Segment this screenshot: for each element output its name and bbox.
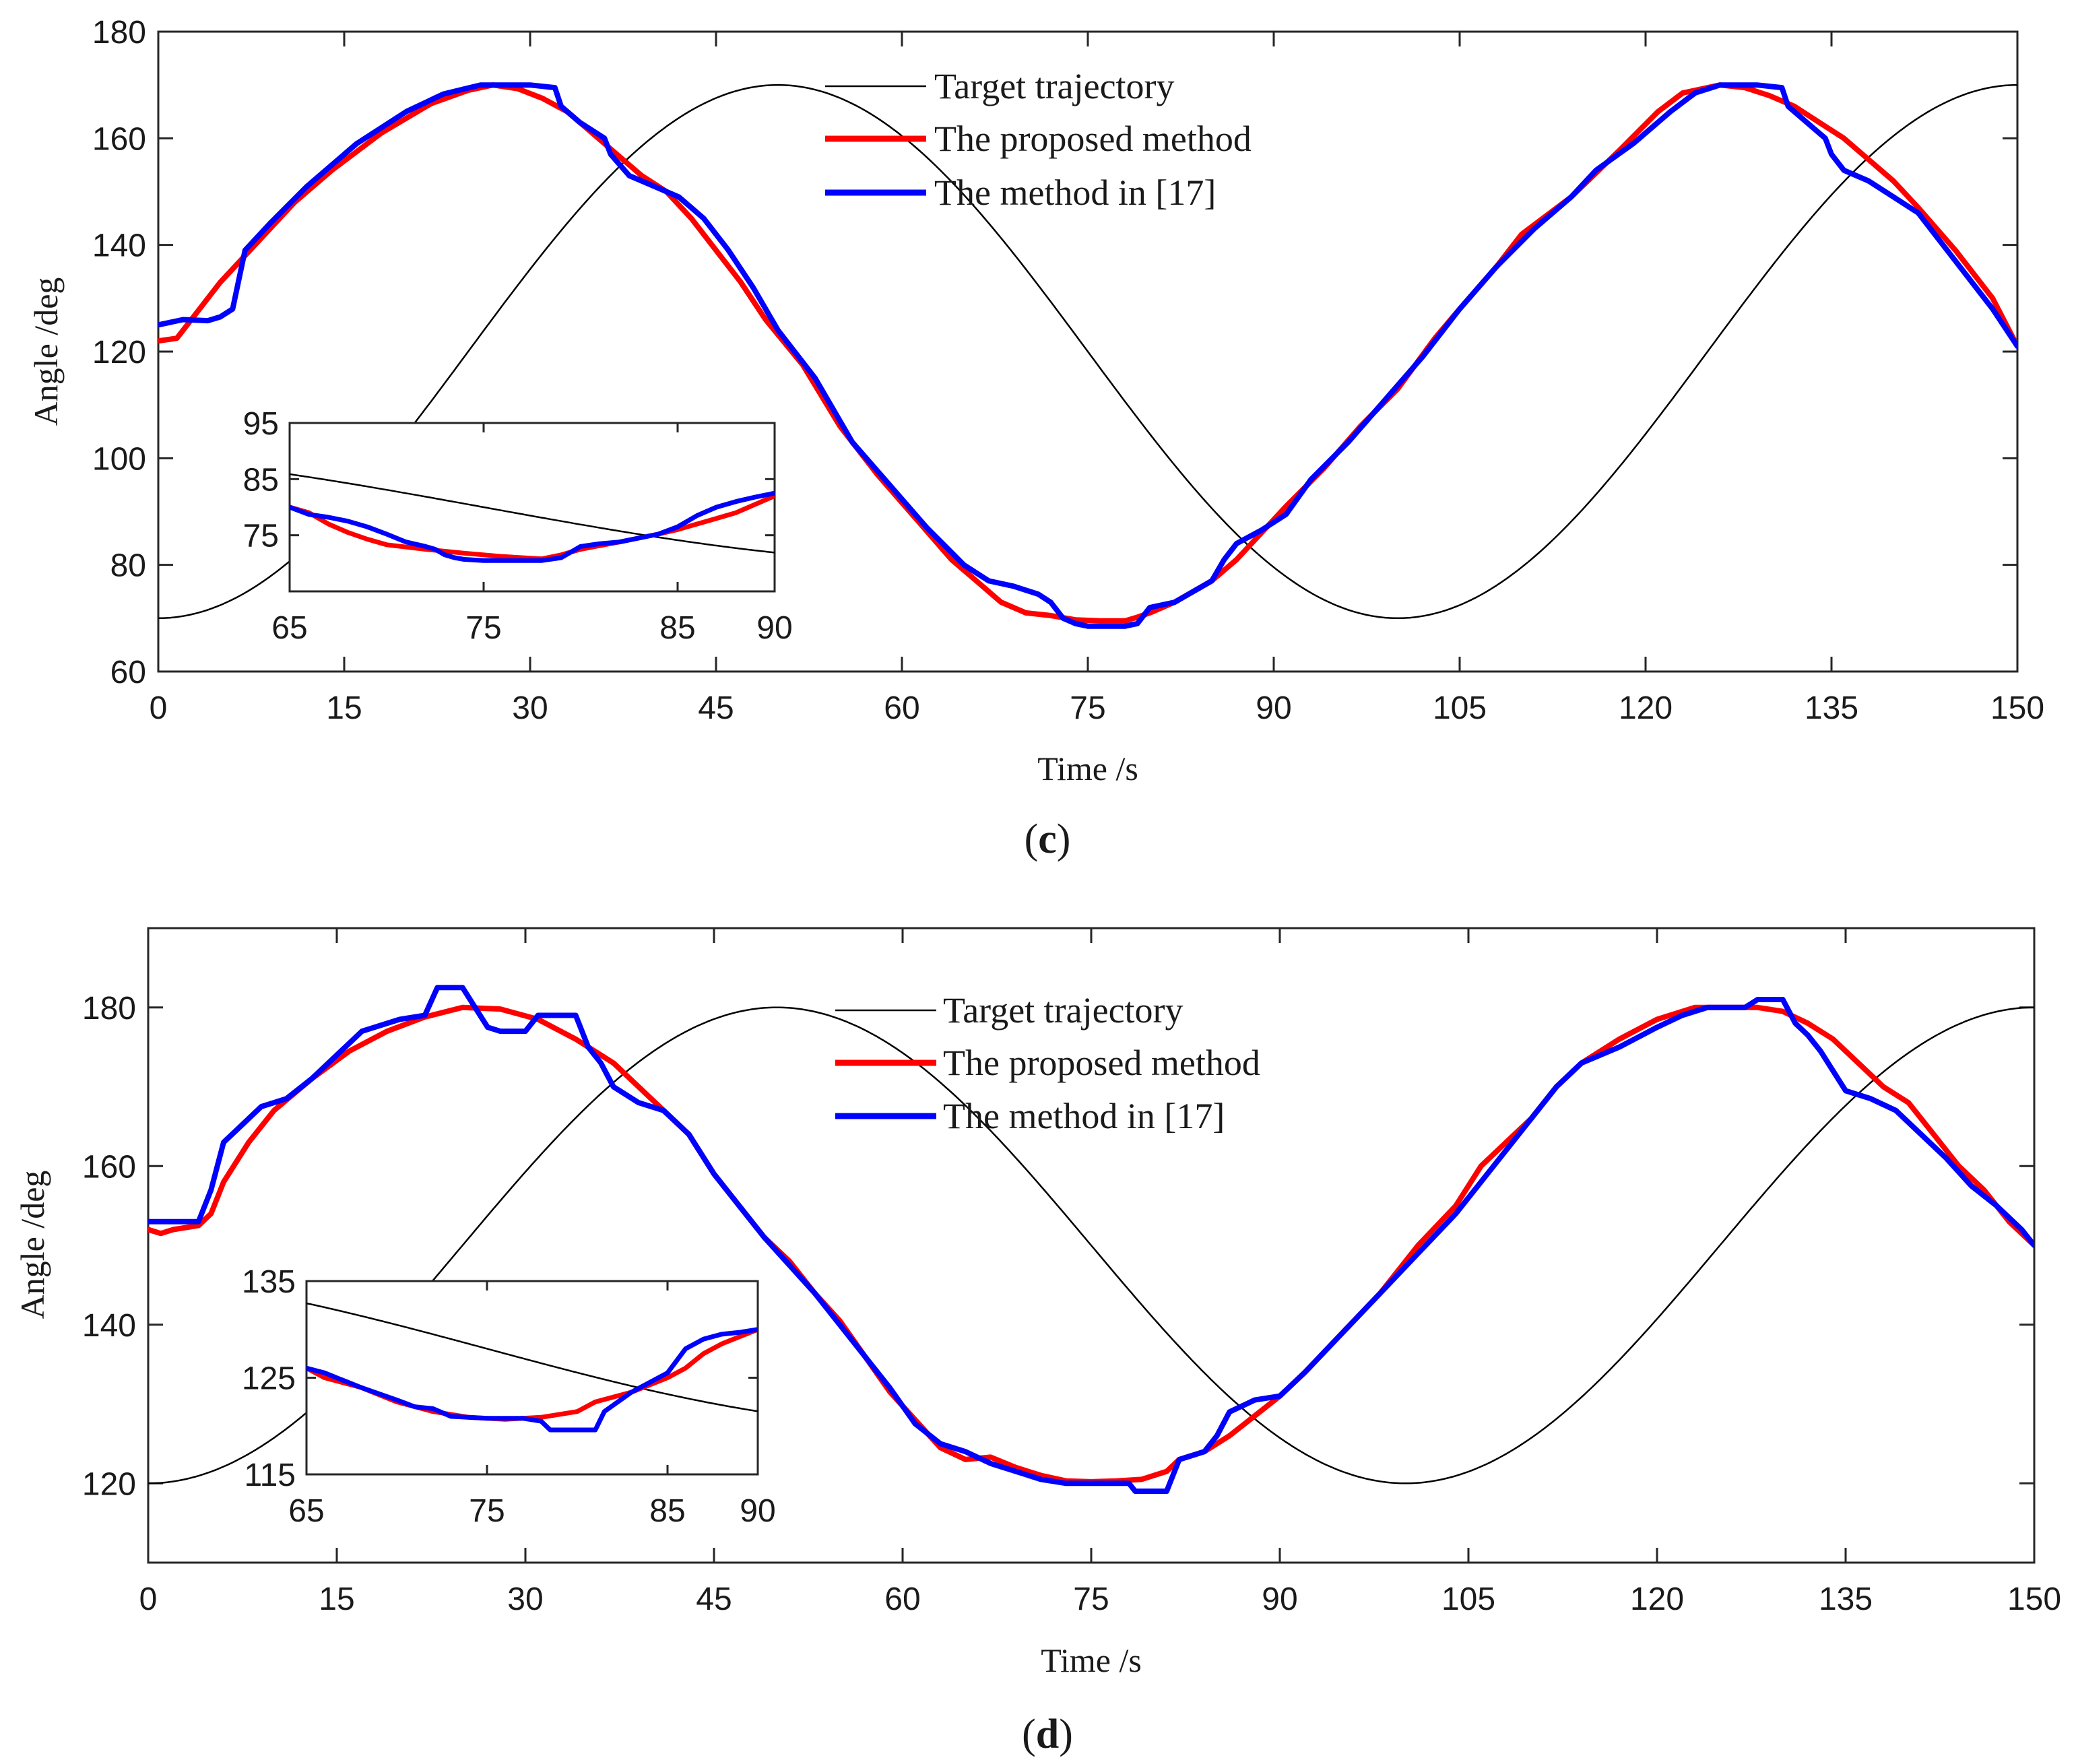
y-tick-label: 160 [82,1149,136,1185]
y-tick-label: 80 [110,548,146,584]
panel-d: 0 15 30 45 60 75 90 105 120 135 150 120 140 160 180 T… [13,927,2061,1757]
series-line-method17 [158,82,2017,629]
x-ticks: 0 15 30 45 60 75 90 105 120 135 150 [139,928,2061,1617]
x-tick-label: 45 [698,690,734,726]
inset-x-tick-label: 85 [649,1493,685,1529]
legend-proposed-label: The proposed method [943,1043,1260,1083]
inset-series-group [306,1302,758,1433]
y-tick-label: 140 [82,1308,136,1344]
inset-x-tick-label: 90 [740,1493,775,1529]
y-axis-label: Angle /deg [13,1171,51,1319]
y-tick-label: 120 [82,1466,136,1502]
inset-series-line-method17 [290,490,775,563]
inset-axes: 65 75 85 90 75 85 95 [243,406,793,646]
x-tick-label: 0 [139,1581,158,1617]
x-tick-label: 0 [150,690,168,726]
x-tick-label: 75 [1070,690,1105,726]
legend-target-label: Target trajectory [934,66,1175,106]
legend: Target trajectory The proposed method Th… [825,66,1252,213]
inset-axes: 65 75 85 90 115 125 135 [242,1264,776,1529]
x-tick-label: 30 [507,1581,543,1617]
x-tick-label: 120 [1619,690,1673,726]
x-tick-label: 15 [319,1581,354,1617]
inset-frame [305,1280,759,1476]
x-tick-label: 30 [512,690,548,726]
y-tick-label: 180 [92,15,146,51]
x-tick-label: 105 [1433,690,1487,726]
inset-y-tick-label: 115 [244,1458,296,1493]
x-tick-label: 150 [2007,1581,2061,1617]
y-ticks: 60 80 100 120 140 160 180 [92,15,2017,690]
x-tick-label: 135 [1819,1581,1873,1617]
x-tick-label: 15 [326,690,362,726]
y-tick-label: 180 [82,991,136,1026]
inset-x-tick-label: 65 [288,1493,324,1529]
x-tick-label: 135 [1805,690,1858,726]
x-tick-label: 60 [884,1581,920,1617]
inset-y-tick-label: 75 [243,519,279,554]
series-line-target [158,84,2017,620]
series-group [148,985,2034,1494]
y-tick-label: 100 [92,441,146,477]
inset-y-tick-label: 85 [243,462,279,498]
inset-y-tick-label: 125 [242,1361,296,1397]
series-line-method17 [148,985,2034,1494]
inset-x-tick-label: 90 [756,610,792,646]
y-tick-label: 120 [92,335,146,370]
y-tick-label: 140 [92,228,146,264]
inset-x-tick-label: 75 [469,1493,505,1529]
x-tick-label: 90 [1262,1581,1297,1617]
x-ticks: 0 15 30 45 60 75 90 105 120 135 150 [150,32,2044,726]
inset-series-group [290,473,775,563]
inset-x-tick-label: 85 [659,610,695,646]
panel-label-d: (d) [1022,1711,1073,1757]
x-tick-label: 150 [1990,690,2044,726]
y-tick-label: 60 [110,655,146,690]
x-tick-label: 120 [1630,1581,1684,1617]
inset-y-ticks: 75 85 95 [243,406,775,554]
inset-x-ticks: 65 75 85 90 [271,423,793,646]
inset-y-tick-label: 95 [243,406,279,442]
inset-series-line-target [306,1302,758,1412]
inset-series-line-target [290,473,775,554]
y-ticks: 120 140 160 180 [82,991,2034,1502]
legend-method17-label: The method in [17] [943,1096,1225,1136]
x-axis-label: Time /s [1041,1641,1142,1679]
y-axis-label: Angle /deg [27,277,65,426]
inset-x-tick-label: 65 [271,610,307,646]
inset-frame [288,422,776,593]
x-tick-label: 90 [1256,690,1291,726]
x-tick-label: 105 [1441,1581,1495,1617]
panel-label-c: (c) [1025,816,1071,862]
y-tick-label: 160 [92,121,146,157]
x-tick-label: 60 [884,690,919,726]
series-line-target [148,1006,2034,1484]
inset-series-line-method17 [306,1327,758,1433]
legend-target-label: Target trajectory [943,990,1183,1031]
inset-y-tick-label: 135 [242,1264,296,1300]
legend-method17-label: The method in [17] [934,172,1216,213]
series-group [158,82,2017,629]
legend-proposed-label: The proposed method [934,119,1252,159]
x-tick-label: 75 [1073,1581,1109,1617]
inset-x-ticks: 65 75 85 90 [288,1281,776,1529]
legend: Target trajectory The proposed method Th… [835,990,1260,1136]
inset-y-ticks: 115 125 135 [242,1264,758,1493]
x-axis-label: Time /s [1037,750,1138,787]
x-tick-label: 45 [696,1581,732,1617]
panel-c: 0 15 30 45 60 75 90 105 120 135 150 60 80 100 120 140 1… [27,15,2044,862]
inset-x-tick-label: 75 [465,610,501,646]
